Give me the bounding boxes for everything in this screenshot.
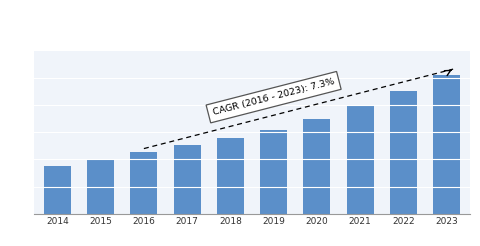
Text: Annual Growth Rate, 2014 – 2023 (US$ Mn): Annual Growth Rate, 2014 – 2023 (US$ Mn) [55,31,287,40]
Bar [390,91,417,214]
Text: FIG. 1: FIG. 1 [7,12,37,21]
Bar [87,159,114,214]
Bar [347,105,373,214]
Bar [303,119,330,214]
Text: Global Automated Optical Metrology Market Revenue and Compound: Global Automated Optical Metrology Marke… [55,9,424,18]
Text: CAGR (2016 - 2023): 7.3%: CAGR (2016 - 2023): 7.3% [212,77,336,117]
Bar [433,75,460,214]
Bar [217,138,244,214]
Bar [174,145,201,214]
Bar [44,166,71,214]
Bar [131,152,157,214]
Bar [260,130,287,214]
